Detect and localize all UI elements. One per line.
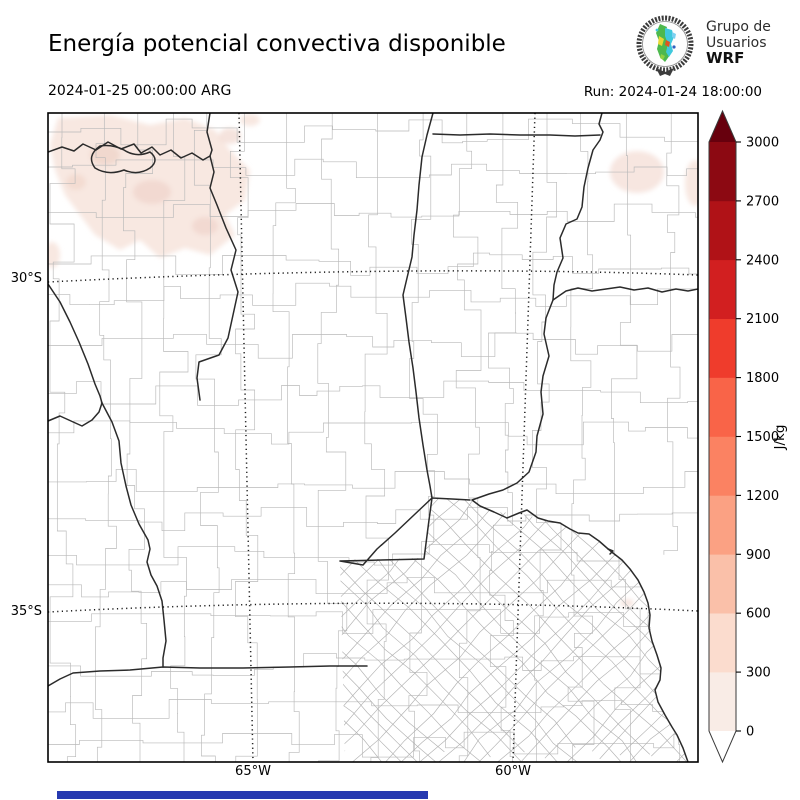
colorbar-segment (709, 613, 736, 673)
wrf-logo: Grupo de Usuarios WRF (636, 12, 800, 82)
colorbar-tick-label: 2100 (746, 312, 779, 327)
colorbar: 0 300 600 900 1200 1500 1800 2100 2400 2700 3000 (708, 109, 779, 764)
colorbar-tick-label: 600 (746, 607, 771, 622)
logo-text-line1: Grupo de (706, 19, 771, 35)
colorbar-segment (709, 672, 736, 732)
colorbar-segment (709, 142, 736, 202)
page-title: Energía potencial convectiva disponible (48, 31, 506, 57)
logo-text-line3: WRF (706, 49, 745, 67)
wrf-globe-icon (636, 15, 694, 76)
valid-time-label: 2024-01-25 00:00:00 ARG (48, 83, 232, 99)
colorbar-segment (709, 495, 736, 555)
colorbar-segment (709, 200, 736, 261)
colorbar-segment (709, 318, 736, 378)
colorbar-over-arrow (709, 111, 736, 142)
map-frame (47, 112, 699, 763)
colorbar-tick-label: 0 (746, 725, 754, 740)
colorbar-tick-label: 1500 (746, 430, 779, 445)
colorbar-segment (709, 436, 736, 496)
colorbar-tick-label: 2700 (746, 194, 779, 209)
cape-shading (48, 114, 698, 700)
colorbar-tick-label: 1800 (746, 371, 779, 386)
colorbar-under-arrow (709, 731, 736, 762)
lon-label-65w: 65°W (235, 764, 271, 779)
colorbar-tick-label: 3000 (746, 136, 779, 151)
colorbar-tick-label: 1200 (746, 489, 779, 504)
department-borders (48, 113, 698, 762)
colorbar-segment (709, 554, 736, 614)
colorbar-unit-label: J/kg (772, 425, 788, 451)
colorbar-tick-label: 300 (746, 666, 771, 681)
run-time-label: Run: 2024-01-24 18:00:00 (583, 84, 762, 100)
logo-text-line2: Usuarios (706, 34, 767, 51)
lon-label-60w: 60°W (495, 764, 531, 779)
lat-label-30s: 30°S (10, 271, 42, 286)
colorbar-segment (709, 377, 736, 437)
footer-bar (57, 791, 428, 799)
colorbar-tick-label: 2400 (746, 253, 779, 268)
province-borders (48, 113, 698, 762)
lat-label-35s: 35°S (10, 604, 42, 619)
colorbar-tick-label: 900 (746, 548, 771, 563)
ocean-area (613, 553, 698, 762)
colorbar-segment (709, 259, 736, 319)
